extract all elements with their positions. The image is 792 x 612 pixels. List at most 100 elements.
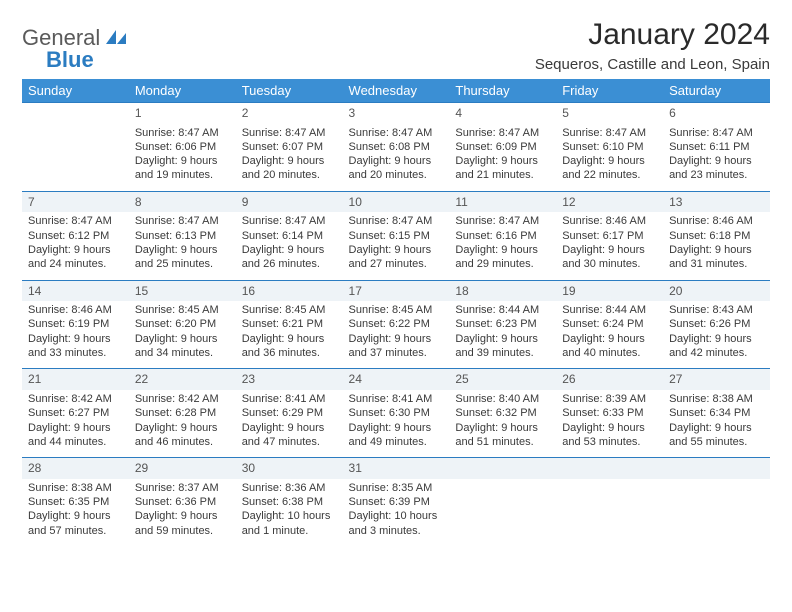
- detail-sunrise: Sunrise: 8:45 AM: [349, 303, 444, 317]
- detail-daylight2: and 20 minutes.: [349, 168, 444, 182]
- day-detail-cell: Sunrise: 8:47 AMSunset: 6:15 PMDaylight:…: [343, 212, 450, 280]
- day-detail-cell: Sunrise: 8:47 AMSunset: 6:14 PMDaylight:…: [236, 212, 343, 280]
- detail-daylight2: and 20 minutes.: [242, 168, 337, 182]
- detail-sunset: Sunset: 6:28 PM: [135, 406, 230, 420]
- day-detail-row: Sunrise: 8:47 AM Sunset: 6:12 PM Daylight:…: [22, 212, 770, 280]
- day-detail-cell: Sunrise: 8:47 AMSunset: 6:06 PMDaylight:…: [129, 124, 236, 192]
- detail-daylight1: Daylight: 9 hours: [135, 509, 230, 523]
- day-detail-cell: Sunrise: 8:44 AMSunset: 6:23 PMDaylight:…: [449, 301, 556, 369]
- detail-daylight1: Daylight: 9 hours: [562, 243, 657, 257]
- detail-sunset: Sunset: 6:16 PM: [455, 229, 550, 243]
- day-number: 23: [236, 369, 343, 390]
- detail-sunrise: Sunrise: 8:46 AM: [562, 214, 657, 228]
- day-detail-cell: Sunrise: 8:37 AMSunset: 6:36 PMDaylight:…: [129, 479, 236, 546]
- detail-daylight1: Daylight: 9 hours: [135, 154, 230, 168]
- detail-sunset: Sunset: 6:22 PM: [349, 317, 444, 331]
- detail-daylight2: and 22 minutes.: [562, 168, 657, 182]
- detail-sunrise: Sunrise: 8:41 AM: [242, 392, 337, 406]
- detail-sunset: Sunset: 6:14 PM: [242, 229, 337, 243]
- detail-daylight1: Daylight: 9 hours: [242, 332, 337, 346]
- detail-daylight2: and 49 minutes.: [349, 435, 444, 449]
- detail-sunrise: Sunrise: 8:41 AM: [349, 392, 444, 406]
- detail-daylight2: and 33 minutes.: [28, 346, 123, 360]
- detail-sunrise: Sunrise: 8:38 AM: [669, 392, 764, 406]
- detail-daylight1: Daylight: 9 hours: [455, 154, 550, 168]
- detail-daylight1: Daylight: 9 hours: [455, 332, 550, 346]
- detail-sunset: Sunset: 6:29 PM: [242, 406, 337, 420]
- detail-daylight1: Daylight: 9 hours: [669, 154, 764, 168]
- detail-daylight2: and 30 minutes.: [562, 257, 657, 271]
- detail-sunrise: Sunrise: 8:47 AM: [349, 214, 444, 228]
- day-detail-cell: Sunrise: 8:40 AMSunset: 6:32 PMDaylight:…: [449, 390, 556, 458]
- day-number: 17: [343, 280, 450, 301]
- detail-sunset: Sunset: 6:34 PM: [669, 406, 764, 420]
- day-number-row: 123456: [22, 103, 770, 124]
- day-header: Wednesday: [343, 79, 450, 103]
- detail-sunrise: Sunrise: 8:44 AM: [562, 303, 657, 317]
- day-number: 4: [449, 103, 556, 124]
- day-detail-cell: Sunrise: 8:47 AMSunset: 6:11 PMDaylight:…: [663, 124, 770, 192]
- day-number: 10: [343, 191, 450, 212]
- detail-sunset: Sunset: 6:12 PM: [28, 229, 123, 243]
- detail-sunset: Sunset: 6:18 PM: [669, 229, 764, 243]
- detail-daylight1: Daylight: 9 hours: [349, 154, 444, 168]
- day-number: [22, 103, 129, 124]
- detail-daylight2: and 19 minutes.: [135, 168, 230, 182]
- day-detail-cell: Sunrise: 8:47 AMSunset: 6:16 PMDaylight:…: [449, 212, 556, 280]
- detail-sunrise: Sunrise: 8:46 AM: [669, 214, 764, 228]
- day-number: 6: [663, 103, 770, 124]
- day-number: 12: [556, 191, 663, 212]
- detail-sunrise: Sunrise: 8:45 AM: [135, 303, 230, 317]
- day-detail-cell: Sunrise: 8:41 AMSunset: 6:30 PMDaylight:…: [343, 390, 450, 458]
- detail-daylight1: Daylight: 10 hours: [242, 509, 337, 523]
- day-detail-cell: Sunrise: 8:44 AMSunset: 6:24 PMDaylight:…: [556, 301, 663, 369]
- detail-sunrise: Sunrise: 8:47 AM: [669, 126, 764, 140]
- detail-sunrise: Sunrise: 8:42 AM: [28, 392, 123, 406]
- title-block: January 2024 Sequeros, Castille and Leon…: [535, 18, 770, 73]
- detail-daylight1: Daylight: 9 hours: [135, 421, 230, 435]
- detail-sunrise: Sunrise: 8:47 AM: [242, 126, 337, 140]
- day-detail-cell: Sunrise: 8:47 AMSunset: 6:08 PMDaylight:…: [343, 124, 450, 192]
- detail-sunrise: Sunrise: 8:36 AM: [242, 481, 337, 495]
- detail-sunrise: Sunrise: 8:37 AM: [135, 481, 230, 495]
- day-number: 16: [236, 280, 343, 301]
- detail-daylight2: and 46 minutes.: [135, 435, 230, 449]
- detail-sunset: Sunset: 6:09 PM: [455, 140, 550, 154]
- detail-sunrise: Sunrise: 8:40 AM: [455, 392, 550, 406]
- detail-daylight1: Daylight: 9 hours: [28, 332, 123, 346]
- day-header: Tuesday: [236, 79, 343, 103]
- day-number: 28: [22, 458, 129, 479]
- day-detail-cell: [663, 479, 770, 546]
- day-detail-cell: [556, 479, 663, 546]
- detail-sunset: Sunset: 6:19 PM: [28, 317, 123, 331]
- detail-sunset: Sunset: 6:26 PM: [669, 317, 764, 331]
- detail-daylight1: Daylight: 9 hours: [28, 509, 123, 523]
- detail-sunrise: Sunrise: 8:47 AM: [455, 126, 550, 140]
- detail-daylight1: Daylight: 10 hours: [349, 509, 444, 523]
- detail-sunrise: Sunrise: 8:47 AM: [349, 126, 444, 140]
- detail-daylight1: Daylight: 9 hours: [135, 332, 230, 346]
- detail-daylight2: and 25 minutes.: [135, 257, 230, 271]
- day-number: [556, 458, 663, 479]
- detail-daylight2: and 53 minutes.: [562, 435, 657, 449]
- detail-sunset: Sunset: 6:07 PM: [242, 140, 337, 154]
- detail-sunrise: Sunrise: 8:46 AM: [28, 303, 123, 317]
- day-detail-cell: Sunrise: 8:45 AMSunset: 6:22 PMDaylight:…: [343, 301, 450, 369]
- detail-daylight1: Daylight: 9 hours: [28, 421, 123, 435]
- day-number: 11: [449, 191, 556, 212]
- detail-daylight2: and 44 minutes.: [28, 435, 123, 449]
- logo-sail-icon: [105, 32, 127, 49]
- detail-daylight1: Daylight: 9 hours: [349, 243, 444, 257]
- logo: General Blue: [22, 18, 127, 71]
- detail-sunrise: Sunrise: 8:47 AM: [242, 214, 337, 228]
- day-detail-cell: Sunrise: 8:38 AMSunset: 6:34 PMDaylight:…: [663, 390, 770, 458]
- detail-daylight2: and 47 minutes.: [242, 435, 337, 449]
- detail-sunset: Sunset: 6:23 PM: [455, 317, 550, 331]
- detail-daylight1: Daylight: 9 hours: [242, 154, 337, 168]
- day-number: 24: [343, 369, 450, 390]
- day-detail-cell: Sunrise: 8:41 AMSunset: 6:29 PMDaylight:…: [236, 390, 343, 458]
- day-number: 25: [449, 369, 556, 390]
- day-detail-cell: Sunrise: 8:45 AMSunset: 6:20 PMDaylight:…: [129, 301, 236, 369]
- detail-daylight1: Daylight: 9 hours: [669, 421, 764, 435]
- day-detail-cell: Sunrise: 8:46 AMSunset: 6:18 PMDaylight:…: [663, 212, 770, 280]
